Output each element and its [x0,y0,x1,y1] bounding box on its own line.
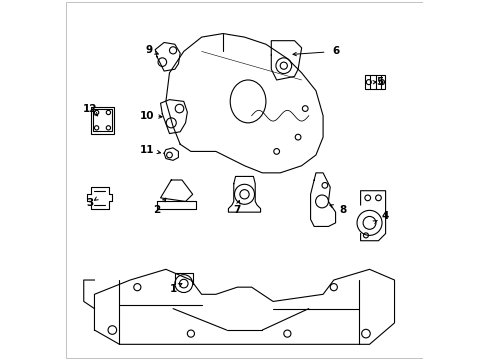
Text: 10: 10 [140,111,154,121]
Text: 1: 1 [169,284,176,294]
Text: 3: 3 [86,198,94,208]
Text: 2: 2 [153,205,160,215]
Text: 9: 9 [145,45,152,55]
Text: 8: 8 [338,205,346,215]
Text: 6: 6 [331,46,339,57]
Bar [365,75,384,89]
Text: 11: 11 [140,145,154,155]
Text: 4: 4 [381,211,388,221]
Text: 7: 7 [232,205,240,215]
Text: 5: 5 [376,77,383,87]
Text: 12: 12 [83,104,97,113]
Bar [91,107,114,134]
Bar [93,109,112,131]
